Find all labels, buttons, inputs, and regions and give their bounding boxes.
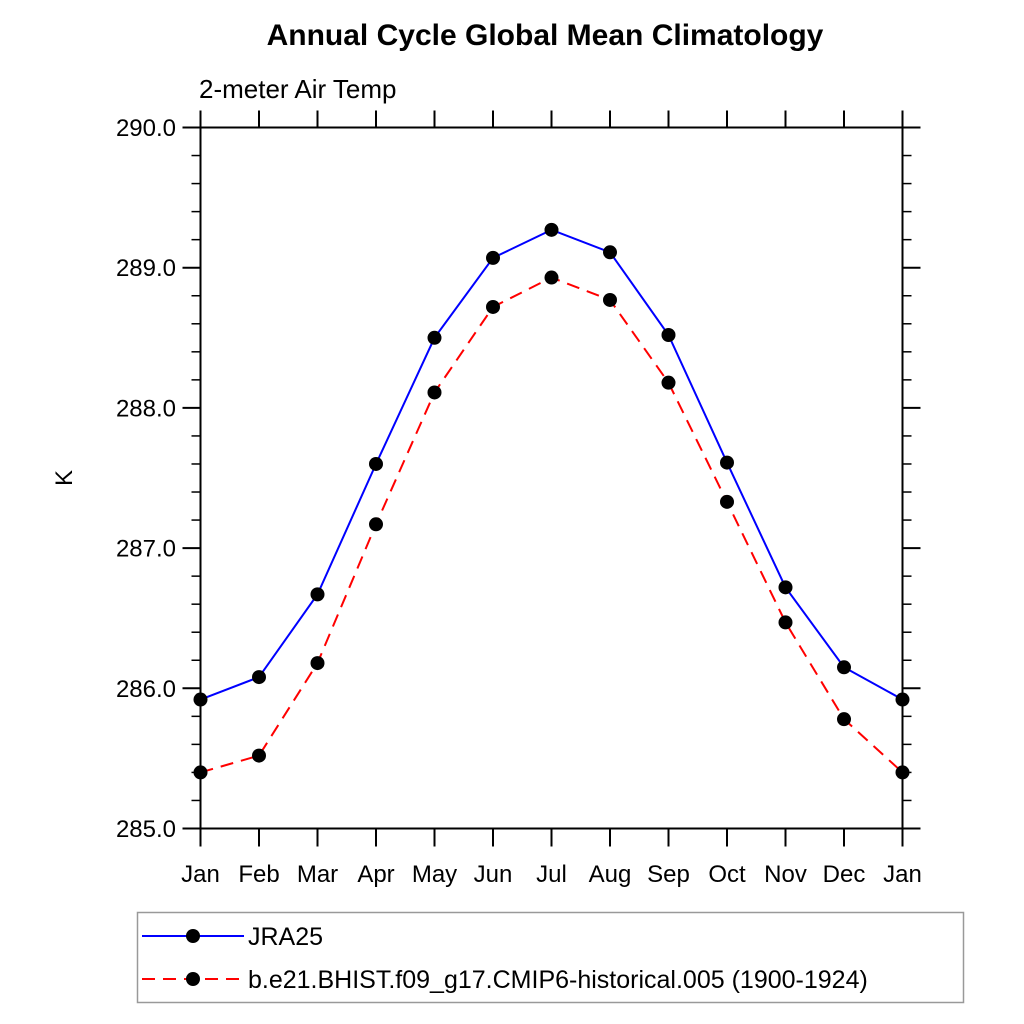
legend-label: b.e21.BHIST.f09_g17.CMIP6-historical.005… (248, 966, 868, 994)
data-point-marker (369, 456, 383, 471)
data-point-marker (193, 692, 208, 707)
data-point-marker (778, 615, 793, 630)
chart-subtitle: 2-meter Air Temp (199, 74, 396, 104)
x-tick-label: Aug (589, 861, 632, 888)
data-point-marker (661, 327, 676, 342)
data-point-marker (544, 222, 559, 237)
data-point-marker (895, 692, 910, 707)
data-point-marker (486, 250, 500, 265)
data-point-marker (252, 670, 266, 685)
legend-label: JRA25 (248, 923, 323, 951)
chart-title: Annual Cycle Global Mean Climatology (267, 19, 824, 52)
y-tick-label: 285.0 (116, 816, 176, 843)
x-tick-label: Feb (238, 861, 279, 888)
series-layer (193, 222, 910, 780)
y-tick-label: 288.0 (116, 395, 176, 422)
data-point-marker (895, 765, 910, 780)
data-point-marker (603, 245, 617, 260)
data-point-marker (486, 299, 500, 314)
data-point-marker (252, 748, 266, 763)
legend-box (136, 911, 965, 1004)
data-point-marker (310, 656, 325, 671)
data-point-marker (720, 494, 734, 509)
x-tick-label: Dec (823, 861, 866, 888)
legend-marker (186, 972, 200, 986)
y-tick-label: 290.0 (116, 115, 176, 142)
x-tick-label: Jan (181, 861, 220, 888)
x-tick-label: Oct (708, 861, 746, 888)
data-point-marker (427, 385, 442, 400)
data-point-marker (369, 517, 383, 532)
data-point-marker (427, 330, 442, 345)
y-tick-label: 287.0 (116, 536, 176, 563)
series-line (200, 228, 903, 701)
data-point-marker (661, 375, 676, 390)
x-tick-label: Jul (536, 861, 567, 888)
series-line (200, 276, 904, 774)
y-axis-label: K (51, 470, 78, 486)
x-tick-label: Mar (297, 861, 338, 888)
data-point-marker (778, 580, 793, 595)
data-point-marker (310, 587, 325, 602)
data-point-marker (544, 270, 559, 285)
y-tick-label: 289.0 (116, 255, 176, 282)
x-tick-label: Jan (883, 861, 922, 888)
data-point-marker (837, 712, 851, 727)
axes-layer: 285.0 286.0 287.0 288.0 289.0 290.0 Jan Feb Mar A… (116, 110, 922, 888)
x-tick-label: Sep (647, 861, 690, 888)
data-point-marker (193, 765, 208, 780)
data-point-marker (837, 660, 851, 675)
x-tick-label: May (412, 861, 457, 888)
x-tick-label: Jun (474, 861, 513, 888)
legend-marker (186, 929, 200, 943)
data-point-marker (720, 455, 734, 470)
y-tick-label: 286.0 (116, 676, 176, 703)
data-point-marker (603, 292, 617, 307)
legend-layer: JRA25 b.e21.BHIST.f09_g17.CMIP6-historica… (136, 911, 965, 1004)
x-tick-label: Nov (764, 861, 807, 888)
x-tick-label: Apr (357, 861, 394, 888)
